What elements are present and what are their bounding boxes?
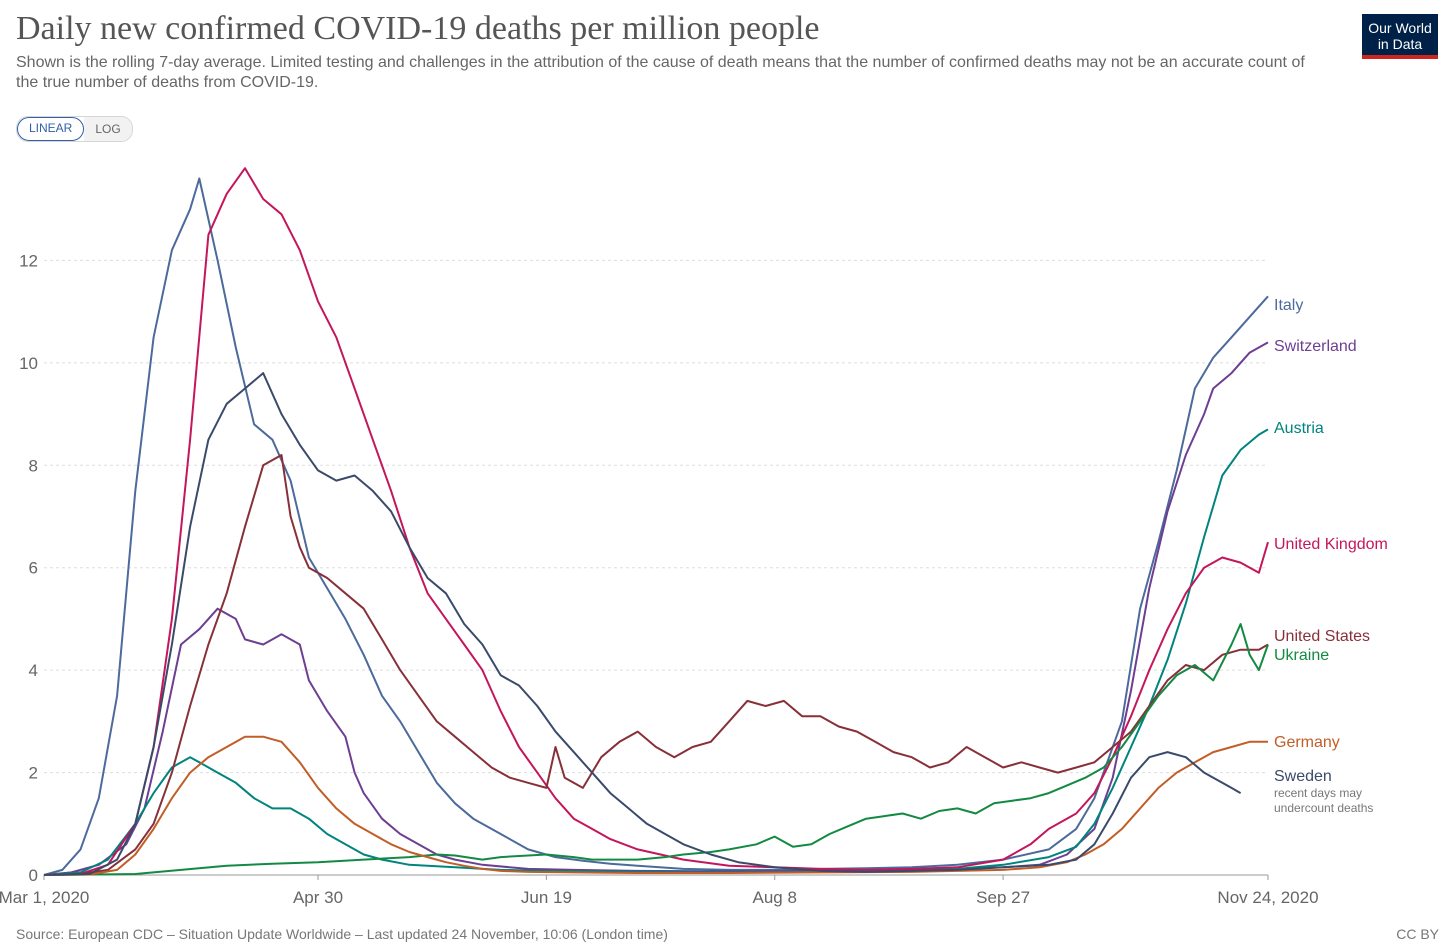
x-tick-label: Nov 24, 2020 bbox=[1217, 888, 1318, 907]
y-tick-label: 10 bbox=[19, 354, 38, 373]
y-tick-label: 6 bbox=[29, 559, 38, 578]
chart-subtitle: Shown is the rolling 7-day average. Limi… bbox=[16, 54, 1305, 91]
series-line-austria[interactable] bbox=[43, 428, 1269, 876]
series-label-switzerland[interactable]: Switzerland bbox=[1274, 338, 1357, 355]
y-tick-label: 12 bbox=[19, 251, 38, 270]
series-line-germany[interactable] bbox=[43, 735, 1268, 876]
series-label-united-kingdom[interactable]: United Kingdom bbox=[1274, 536, 1388, 553]
series-label-ukraine[interactable]: Ukraine bbox=[1274, 647, 1329, 664]
series-line-switzerland[interactable] bbox=[43, 341, 1269, 876]
series-lines bbox=[43, 167, 1269, 876]
x-tick-label: Mar 1, 2020 bbox=[0, 888, 89, 907]
series-line-italy[interactable] bbox=[43, 177, 1269, 876]
y-tick-label: 4 bbox=[29, 661, 38, 680]
series-line-united-kingdom[interactable] bbox=[43, 167, 1269, 876]
series-label-italy[interactable]: Italy bbox=[1274, 297, 1303, 314]
series-labels: Italy Switzerland Austria United Kingdom Uni… bbox=[1274, 297, 1388, 815]
line-chart: 0 2 4 6 8 10 12 Mar 1, 2020 Apr 30 Jun 19 Aug 8 Sep… bbox=[0, 167, 1388, 907]
owid-logo[interactable]: Our World in Data bbox=[1362, 14, 1438, 59]
source-note[interactable]: Source: European CDC – Situation Update … bbox=[16, 926, 668, 942]
scale-toggle: LINEAR LOG bbox=[16, 116, 133, 142]
logo-line-1: Our World bbox=[1368, 20, 1432, 36]
x-tick-label: Jun 19 bbox=[521, 888, 572, 907]
series-line-ukraine[interactable] bbox=[43, 623, 1269, 876]
series-label-united-states[interactable]: United States bbox=[1274, 628, 1370, 645]
x-tick-label: Apr 30 bbox=[293, 888, 343, 907]
series-label-germany[interactable]: Germany bbox=[1274, 734, 1340, 751]
series-label-sweden[interactable]: Sweden bbox=[1274, 768, 1332, 785]
license-link[interactable]: CC BY bbox=[1396, 926, 1439, 942]
chart-title: Daily new confirmed COVID-19 deaths per … bbox=[16, 10, 820, 47]
annotation-line-2: undercount deaths bbox=[1274, 801, 1373, 815]
y-tick-label: 0 bbox=[29, 866, 38, 885]
y-tick-label: 8 bbox=[29, 456, 38, 475]
series-line-sweden[interactable] bbox=[43, 372, 1242, 876]
linear-scale-button[interactable]: LINEAR bbox=[17, 117, 85, 141]
annotation-line-1: recent days may bbox=[1274, 786, 1362, 800]
logo-line-2: in Data bbox=[1377, 36, 1423, 52]
series-label-austria[interactable]: Austria bbox=[1274, 420, 1324, 437]
y-tick-label: 2 bbox=[29, 764, 38, 783]
log-scale-button[interactable]: LOG bbox=[84, 117, 132, 141]
x-tick-label: Sep 27 bbox=[976, 888, 1030, 907]
series-line-united-states[interactable] bbox=[43, 454, 1269, 876]
gridlines bbox=[44, 259, 1268, 774]
axes: 0 2 4 6 8 10 12 Mar 1, 2020 Apr 30 Jun 19 Aug 8 Sep… bbox=[0, 251, 1319, 907]
x-tick-label: Aug 8 bbox=[753, 888, 797, 907]
